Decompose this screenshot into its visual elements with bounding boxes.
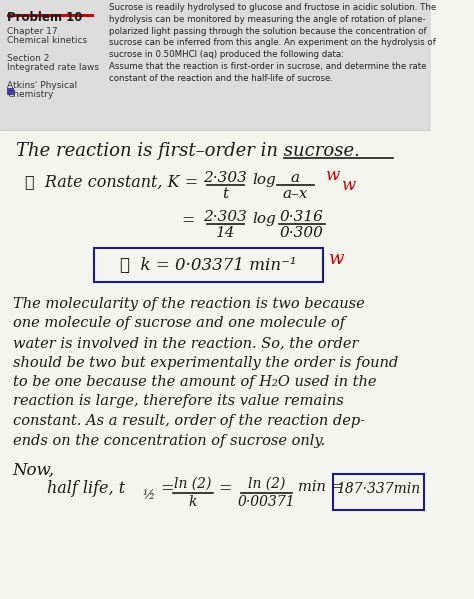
Text: water is involved in the reaction. So, the order: water is involved in the reaction. So, t… [13, 336, 358, 350]
Text: Atkins' Physical: Atkins' Physical [7, 81, 77, 90]
Text: 0·300: 0·300 [280, 226, 324, 240]
Text: Chapter 17: Chapter 17 [7, 27, 58, 36]
Text: 0·316: 0·316 [280, 210, 324, 224]
Bar [7, 88, 14, 95]
Text: k: k [189, 495, 197, 509]
Text: Section 2: Section 2 [7, 54, 50, 63]
Text: =: = [182, 212, 195, 229]
Text: Chemical kinetics: Chemical kinetics [7, 36, 87, 45]
Text: a–x: a–x [283, 187, 308, 201]
Bar [7, 14, 94, 17]
Text: Now,: Now, [13, 462, 55, 479]
Text: should be two but experimentally the order is found: should be two but experimentally the ord… [13, 355, 398, 370]
Text: Sucrose is readily hydrolysed to glucose and fructose in acidic solution. The
hy: Sucrose is readily hydrolysed to glucose… [109, 3, 437, 83]
Text: log: log [253, 212, 276, 226]
Text: half life, t: half life, t [47, 480, 126, 497]
Text: =: = [160, 480, 173, 497]
Text: ln (2): ln (2) [174, 477, 211, 491]
Text: ln (2): ln (2) [247, 477, 285, 491]
Text: a: a [291, 171, 300, 185]
Text: Integrated rate laws: Integrated rate laws [7, 63, 99, 72]
Text: ∴  Rate constant, K =: ∴ Rate constant, K = [26, 173, 199, 190]
Text: w: w [329, 250, 345, 268]
Text: log: log [253, 173, 276, 187]
Text: =: = [218, 480, 231, 497]
Text: The reaction is first–order in sucrose.: The reaction is first–order in sucrose. [17, 142, 360, 160]
Text: constant. As a result, order of the reaction dep-: constant. As a result, order of the reac… [13, 414, 365, 428]
Text: The molecularity of the reaction is two because: The molecularity of the reaction is two … [13, 297, 365, 311]
Text: Problem 10: Problem 10 [7, 11, 82, 24]
Text: Chemistry: Chemistry [7, 90, 54, 99]
Text: to be one because the amount of H₂O used in the: to be one because the amount of H₂O used… [13, 375, 376, 389]
Text: 187·337min: 187·337min [336, 482, 420, 496]
Text: ∴  k = 0·03371 min⁻¹: ∴ k = 0·03371 min⁻¹ [120, 257, 296, 274]
Text: one molecule of sucrose and one molecule of: one molecule of sucrose and one molecule… [13, 316, 345, 331]
FancyBboxPatch shape [0, 0, 431, 130]
Text: 14: 14 [216, 226, 235, 240]
Text: reaction is large, therefore its value remains: reaction is large, therefore its value r… [13, 395, 344, 409]
Text: w: w [341, 177, 355, 194]
Text: 2·303: 2·303 [203, 210, 247, 224]
Text: 0·00371: 0·00371 [237, 495, 295, 509]
Text: 2·303: 2·303 [203, 171, 247, 185]
Text: t: t [222, 187, 228, 201]
Text: ½: ½ [143, 489, 155, 502]
Text: w: w [326, 167, 340, 184]
Text: ends on the concentration of sucrose only.: ends on the concentration of sucrose onl… [13, 434, 325, 447]
Text: min =: min = [298, 480, 343, 494]
